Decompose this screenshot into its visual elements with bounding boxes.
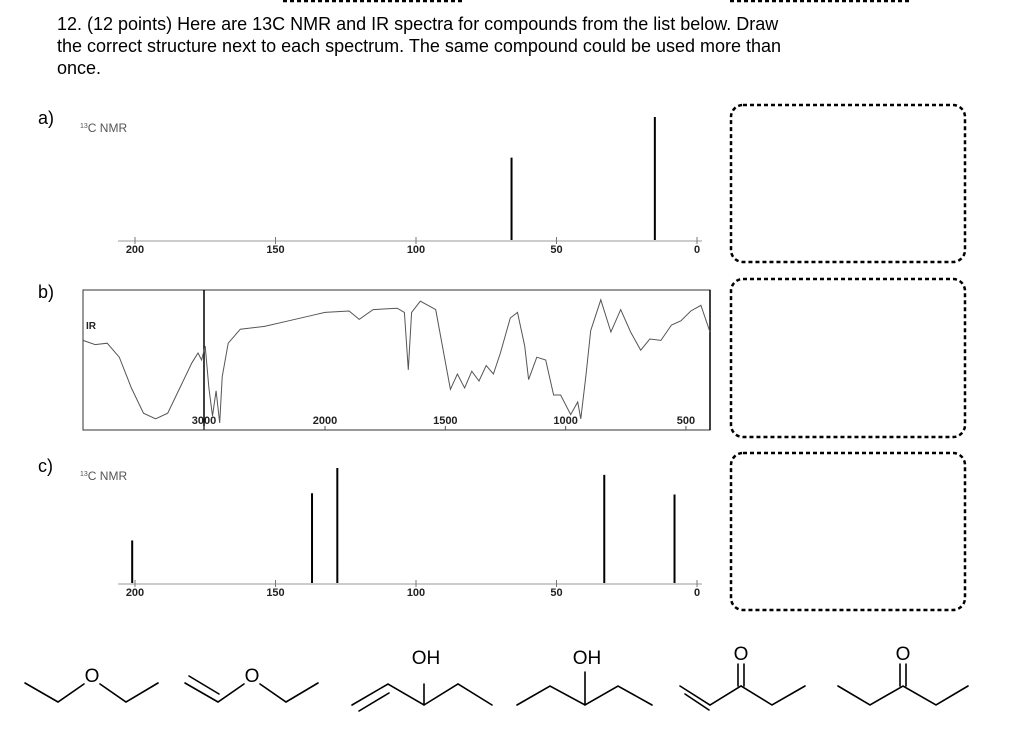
x-tick-label: 50 xyxy=(550,244,562,256)
question-line: 12. (12 points) Here are 13C NMR and IR … xyxy=(57,14,779,34)
compound-pentenol: OH xyxy=(351,648,493,712)
compound-ethyl-vinyl-ketone: O xyxy=(679,644,806,711)
x-tick-label: 100 xyxy=(407,244,425,256)
bond xyxy=(259,682,319,703)
compound-diethyl-ether: O xyxy=(24,666,159,703)
superscript: 13 xyxy=(80,123,88,130)
bond xyxy=(684,693,710,711)
question-line: once. xyxy=(57,58,101,78)
x-tick-label: 500 xyxy=(677,415,695,427)
superscript: 13 xyxy=(80,471,88,478)
x-tick-label: 200 xyxy=(126,244,144,256)
part-label: a) xyxy=(38,108,54,128)
spectrum-title: IR xyxy=(86,321,97,332)
x-tick-label: 1500 xyxy=(433,415,457,427)
atom-label: O xyxy=(85,666,100,687)
compound-pentanol: OH xyxy=(516,648,653,706)
x-tick-label: 0 xyxy=(694,587,700,599)
spectrum-title: 13C NMR xyxy=(80,121,127,135)
x-tick-label: 50 xyxy=(550,587,562,599)
title-text: C NMR xyxy=(88,121,128,135)
x-tick-label: 200 xyxy=(126,587,144,599)
atom-label: O xyxy=(245,666,260,687)
ir-trace xyxy=(82,298,711,424)
x-tick-label: 100 xyxy=(407,587,425,599)
bond xyxy=(24,682,85,703)
bond xyxy=(837,685,969,706)
x-tick-label: 3000 xyxy=(192,415,216,427)
bond xyxy=(358,692,390,712)
title-text: C NMR xyxy=(88,469,128,483)
answer-box[interactable] xyxy=(729,103,967,264)
bond xyxy=(679,685,806,706)
x-tick-label: 150 xyxy=(266,244,284,256)
x-tick-label: 0 xyxy=(694,244,700,256)
x-tick-label: 2000 xyxy=(313,415,337,427)
answer-box[interactable] xyxy=(729,277,967,439)
atom-label: OH xyxy=(573,648,602,669)
compound-pentanone: O xyxy=(837,644,969,706)
x-tick-label: 150 xyxy=(266,587,284,599)
answer-box[interactable] xyxy=(729,451,967,612)
question-line: the correct structure next to each spect… xyxy=(57,36,781,56)
atom-label: O xyxy=(734,644,749,665)
part-label: b) xyxy=(38,282,54,302)
atom-label: OH xyxy=(412,648,441,669)
atom-label: O xyxy=(896,644,911,665)
bond xyxy=(99,682,159,703)
compound-ethyl-vinyl-ether: O xyxy=(184,666,319,703)
part-label: c) xyxy=(38,456,53,476)
bond xyxy=(188,675,220,695)
ir-frame xyxy=(82,289,711,431)
spectrum-title: 13C NMR xyxy=(80,469,127,483)
x-tick-label: 1000 xyxy=(553,415,577,427)
bond xyxy=(184,682,245,703)
